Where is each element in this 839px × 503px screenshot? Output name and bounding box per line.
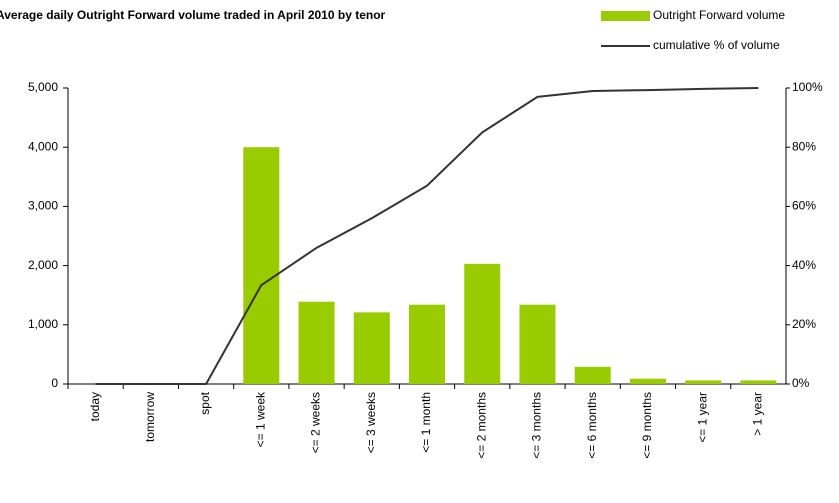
y-tick-label: 5,000 — [28, 80, 58, 94]
bar — [574, 366, 611, 384]
bar — [740, 380, 777, 384]
x-tick-label: <= 3 months — [530, 392, 544, 459]
x-tick-label: <= 2 months — [474, 392, 488, 459]
y2-tick-label: 20% — [792, 317, 816, 331]
y-tick-label: 4,000 — [28, 139, 58, 153]
y-tick-label: 2,000 — [28, 258, 58, 272]
bar — [298, 301, 335, 384]
x-tick-label: > 1 year — [751, 392, 765, 436]
y2-tick-label: 60% — [792, 199, 816, 213]
bar — [629, 378, 666, 384]
x-tick-label: <= 1 week — [253, 391, 267, 447]
chart-title: Average daily Outright Forward volume tr… — [0, 8, 386, 22]
y2-tick-label: 100% — [792, 80, 823, 94]
legend-label: cumulative % of volume — [653, 38, 780, 52]
bar — [409, 304, 445, 384]
y-tick-label: 3,000 — [28, 199, 58, 213]
x-tick-label: <= 1 year — [695, 392, 709, 443]
x-tick-label: <= 2 weeks — [309, 392, 323, 453]
legend-label: Outright Forward volume — [653, 8, 785, 22]
x-tick-label: tomorrow — [143, 392, 157, 442]
x-tick-label: <= 1 month — [419, 392, 433, 453]
bar — [353, 312, 390, 384]
line — [95, 87, 759, 385]
y-tick-label: 0 — [51, 376, 58, 390]
y2-tick-label: 40% — [792, 258, 816, 272]
x-tick-label: <= 3 weeks — [364, 392, 378, 453]
y2-tick-label: 80% — [792, 139, 816, 153]
bar — [685, 380, 722, 384]
y-tick-label: 1,000 — [28, 317, 58, 331]
x-tick-label: <= 6 months — [585, 392, 599, 459]
y2-tick-label: 0% — [792, 376, 810, 390]
bar — [519, 304, 556, 384]
x-tick-label: today — [88, 392, 102, 421]
x-tick-label: spot — [198, 391, 212, 414]
legend-swatch — [601, 11, 650, 21]
bar — [243, 147, 280, 384]
x-tick-label: <= 9 months — [640, 392, 654, 459]
bar — [464, 263, 501, 384]
